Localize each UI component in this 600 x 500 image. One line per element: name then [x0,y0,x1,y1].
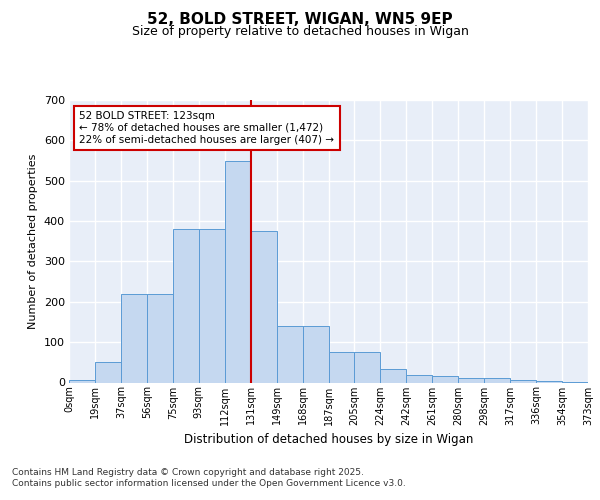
Bar [406,375,432,382]
Bar [251,231,277,382]
Text: Contains HM Land Registry data © Crown copyright and database right 2025.
Contai: Contains HM Land Registry data © Crown c… [12,468,406,487]
Bar [277,326,302,382]
Text: 52, BOLD STREET, WIGAN, WN5 9EP: 52, BOLD STREET, WIGAN, WN5 9EP [147,12,453,28]
Bar [173,229,199,382]
Bar [355,352,380,382]
Y-axis label: Number of detached properties: Number of detached properties [28,154,38,329]
Bar [147,294,173,382]
Bar [302,326,329,382]
Text: Size of property relative to detached houses in Wigan: Size of property relative to detached ho… [131,25,469,38]
Text: 52 BOLD STREET: 123sqm
← 78% of detached houses are smaller (1,472)
22% of semi-: 52 BOLD STREET: 123sqm ← 78% of detached… [79,112,334,144]
Bar [329,352,355,382]
Bar [510,380,536,382]
Bar [225,160,251,382]
X-axis label: Distribution of detached houses by size in Wigan: Distribution of detached houses by size … [184,433,473,446]
Bar [458,378,484,382]
Bar [484,378,510,382]
Bar [433,376,458,382]
Bar [199,229,224,382]
Bar [380,369,406,382]
Bar [95,362,121,382]
Bar [121,294,147,382]
Bar [69,380,95,382]
